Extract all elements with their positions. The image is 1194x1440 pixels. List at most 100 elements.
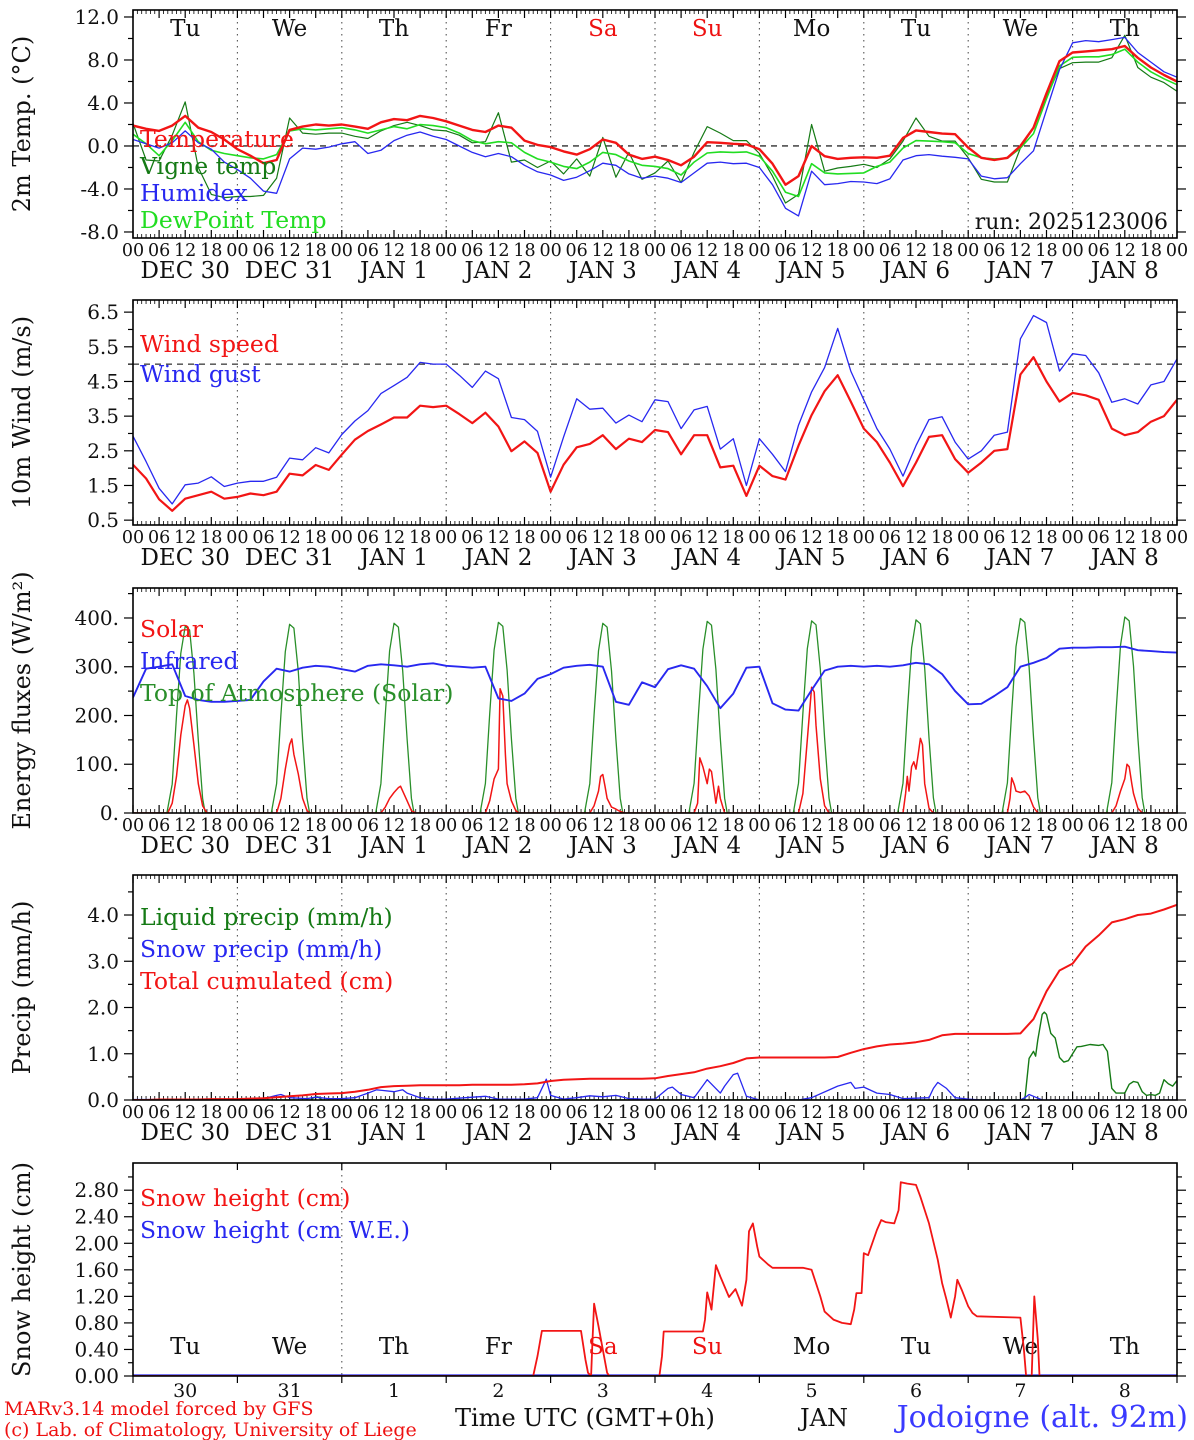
hour-label: 00 [331,1103,353,1123]
date-label: JAN 3 [567,258,637,284]
ytick-label: 0.40 [74,1337,119,1361]
hour-label: 00 [435,241,457,261]
hour-label: 18 [827,816,849,836]
hour-label: 18 [722,528,744,548]
hour-label: 06 [1088,528,1110,548]
hour-label: 06 [774,1103,796,1123]
hour-label: 00 [853,528,875,548]
hour-label: 18 [827,241,849,261]
hour-label: 06 [566,528,588,548]
hour-label: 12 [592,241,614,261]
hour-label: 18 [1035,241,1057,261]
day-number-label: 4 [701,1380,713,1402]
hour-label: 00 [226,528,248,548]
hour-label: 18 [200,528,222,548]
hour-label: 00 [748,1103,770,1123]
hour-label: 00 [1061,1103,1083,1123]
date-label: JAN 1 [358,545,428,571]
hour-label: 18 [618,528,640,548]
hour-label: 06 [357,816,379,836]
hour-label: 00 [539,1103,561,1123]
ylabel-wind: 10m Wind (m/s) [8,316,36,509]
ytick-label: 400. [74,606,119,630]
hour-label: 12 [800,816,822,836]
hour-label: 06 [1088,241,1110,261]
hour-label: 06 [148,1103,170,1123]
date-label: JAN 7 [984,1120,1054,1146]
ytick-label: 0.00 [74,1364,119,1388]
legend-wind: Wind gust [140,360,261,388]
station-label: Jodoigne (alt. 92m) [896,1400,1188,1435]
hour-label: 18 [722,816,744,836]
weekday-label: Mo [793,16,830,42]
hour-label: 06 [670,816,692,836]
hour-label: 06 [879,241,901,261]
legend-temperature: Humidex [140,179,248,207]
hour-label: 06 [461,528,483,548]
hour-label: 06 [252,816,274,836]
date-label: JAN 8 [1089,258,1159,284]
hour-label: 12 [696,241,718,261]
ytick-label: 2.0 [87,996,119,1020]
legend-energy: Infrared [140,647,239,675]
hour-label: 00 [226,241,248,261]
hour-label: 06 [774,816,796,836]
hour-label: 00 [331,241,353,261]
series-wind-speed [133,356,1177,512]
day-number-label: 31 [278,1380,302,1402]
hour-label: 18 [827,1103,849,1123]
hour-label: 06 [148,528,170,548]
weekday-label: Th [379,1334,409,1360]
series-wind-gust [133,314,1177,505]
ytick-label: 4.5 [87,369,119,393]
date-label: DEC 31 [245,258,334,284]
ytick-label: 2.5 [87,439,119,463]
hour-label: 18 [200,241,222,261]
hour-label: 18 [722,241,744,261]
ylabel-energy: Energy fluxes (W/m²) [8,571,36,829]
legend-energy: Top of Atmosphere (Solar) [140,679,453,707]
hour-label: 00 [539,816,561,836]
date-label: JAN 6 [880,258,950,284]
series-snow-height [133,1181,1177,1376]
day-number-label: 30 [173,1380,197,1402]
day-number-label: 5 [806,1380,818,1402]
hour-label: 18 [305,1103,327,1123]
hour-label: 12 [174,241,196,261]
panel-snow: 0.00 0.400.80 1.201.60 2.002.40 2.80 30 31 1 2 3 4… [8,1162,1186,1402]
hour-label: 12 [905,1103,927,1123]
date-label: JAN 5 [776,1120,846,1146]
hour-label: 06 [774,528,796,548]
hour-label: 00 [1166,241,1188,261]
ytick-label: 1.60 [74,1258,119,1282]
hour-label: 18 [1035,528,1057,548]
weekday-label: Sa [588,16,618,42]
legend-temperature: Vigne temp [139,152,276,180]
run-label: run: 2025123006 [975,210,1168,235]
weekday-label: Tu [901,1334,931,1360]
date-label: JAN 7 [984,258,1054,284]
hour-label: 12 [905,816,927,836]
credit-line-1: MARv3.14 model forced by GFS [4,1398,314,1420]
hour-label: 12 [487,528,509,548]
hour-label: 18 [1035,1103,1057,1123]
hour-label: 12 [1009,1103,1031,1123]
date-label: JAN 4 [671,833,741,859]
legend-temperature: Temperature [140,125,294,153]
series-vigne-temp [133,34,1177,204]
ytick-label: -8.0 [80,220,119,244]
hour-label: 12 [487,1103,509,1123]
day-number-label: 7 [1014,1380,1026,1402]
date-label: DEC 30 [140,258,229,284]
hour-label: 18 [409,241,431,261]
hour-label: 00 [853,816,875,836]
hour-label: 06 [252,241,274,261]
date-label: JAN 4 [671,258,741,284]
hour-label: 00 [122,528,144,548]
hour-label: 00 [122,1103,144,1123]
hour-label: 12 [1009,241,1031,261]
hour-label: 00 [122,241,144,261]
series-snow-precip [133,1072,1177,1100]
hour-label: 00 [435,816,457,836]
hour-label: 06 [148,241,170,261]
